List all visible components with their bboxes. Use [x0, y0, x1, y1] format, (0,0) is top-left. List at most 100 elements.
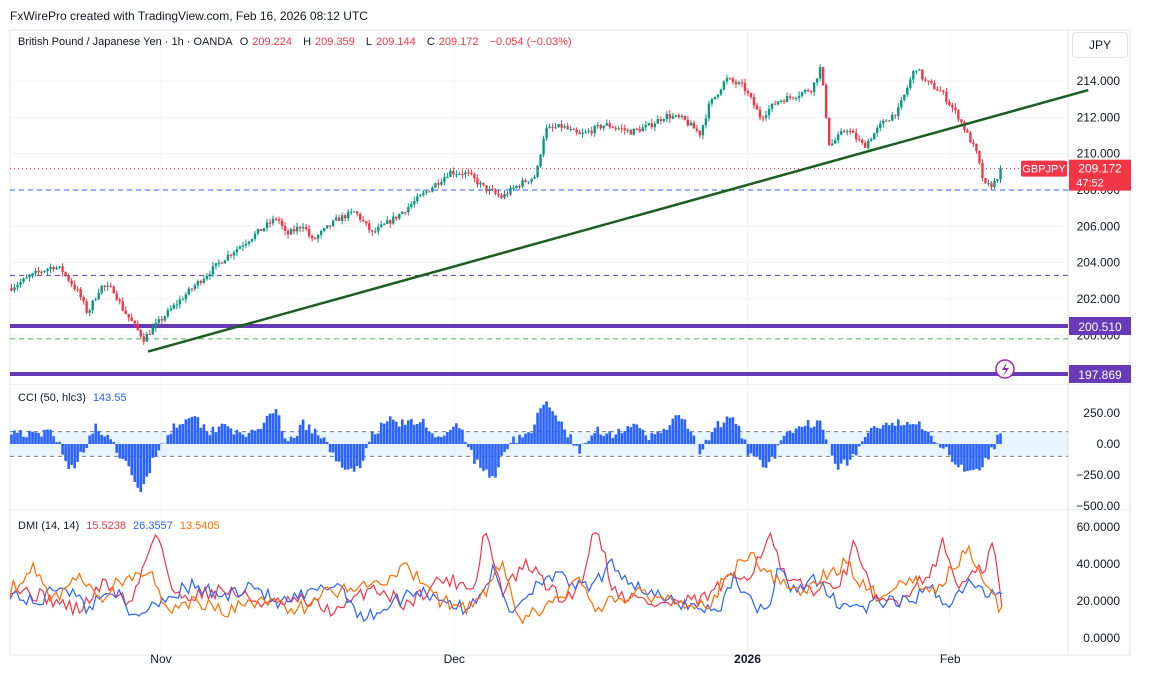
candle-body — [440, 181, 443, 185]
cci-bar — [422, 418, 425, 444]
cci-bar — [277, 415, 281, 444]
candle-body — [121, 301, 124, 311]
cci-bar — [467, 444, 470, 448]
candle-body — [773, 103, 777, 105]
trendline[interactable] — [147, 88, 1089, 353]
candle-body — [518, 185, 521, 187]
cci-bar — [82, 444, 85, 453]
cci-bar — [924, 430, 927, 444]
cci-bar — [25, 437, 28, 444]
candle-body — [680, 115, 684, 118]
candle-body — [133, 320, 136, 324]
candle-body — [638, 128, 641, 132]
symbol-legend[interactable]: British Pound / Japanese Yen · 1h · OAND… — [18, 36, 576, 48]
cci-bar — [912, 424, 915, 444]
cci-bar — [494, 444, 497, 478]
cci-bar — [915, 424, 918, 444]
cci-bar — [500, 444, 503, 456]
candle-body — [602, 125, 605, 129]
cci-bar — [575, 444, 578, 446]
cci-bar — [455, 423, 458, 444]
flash-alert-icon[interactable] — [995, 359, 1015, 379]
candle-body — [331, 220, 335, 227]
candle-body — [154, 322, 157, 328]
candle-body — [903, 94, 906, 101]
candle-body — [725, 78, 729, 82]
candle-body — [377, 227, 380, 232]
candle-body — [996, 179, 999, 181]
candle-body — [181, 299, 185, 301]
cci-bar — [851, 444, 855, 454]
candle-body — [349, 211, 353, 213]
time-axis-label: 2026 — [734, 652, 761, 666]
cci-bar — [214, 432, 218, 444]
cci-bar — [533, 424, 536, 444]
cci-bar — [942, 444, 945, 449]
cci-legend[interactable]: CCI (50, hlc3) 143.55 — [18, 392, 131, 404]
cci-bar — [521, 437, 524, 444]
candle-body — [707, 103, 711, 119]
cci-bar — [301, 419, 305, 444]
price-axis-label: 214.000 — [1077, 74, 1121, 88]
cci-bar — [909, 424, 912, 444]
cci-bar — [157, 444, 161, 451]
cci-bar — [930, 435, 933, 444]
dmi-legend[interactable]: DMI (14, 14) 15.5238 26.3557 13.5405 — [18, 520, 224, 532]
candle-body — [719, 89, 723, 95]
cci-bar — [76, 444, 79, 462]
candle-body — [924, 79, 927, 81]
cci-bar — [16, 432, 19, 444]
level-price-tag-text: 197.869 — [1078, 368, 1122, 382]
cci-bar — [322, 437, 326, 444]
candle-body — [148, 334, 151, 336]
candle-body — [202, 278, 206, 283]
candle-body — [848, 130, 852, 132]
candle-body — [371, 230, 374, 232]
cci-bar — [785, 432, 789, 444]
cci-bar — [545, 401, 548, 444]
cci-bar — [963, 444, 966, 472]
candle-body — [277, 219, 281, 221]
candle-body — [569, 128, 572, 130]
cci-bar — [58, 441, 61, 444]
cci-bar — [28, 430, 31, 444]
cci-bar — [376, 433, 380, 444]
candle-body — [779, 100, 783, 102]
candle-body — [530, 178, 533, 182]
candle-body — [97, 292, 100, 300]
cci-bar — [710, 432, 714, 444]
dmi-axis-label: 20.0000 — [1077, 594, 1121, 608]
candle-body — [623, 128, 626, 131]
candle-body — [425, 191, 428, 193]
candle-body — [455, 174, 458, 176]
candle-body — [368, 223, 371, 231]
candle-body — [563, 126, 566, 128]
ticker-tag — [1021, 160, 1067, 177]
cci-bar — [557, 421, 560, 444]
cci-bar — [524, 433, 527, 444]
candle-body — [214, 263, 218, 267]
cci-bar — [656, 431, 660, 444]
candle-body — [392, 216, 395, 224]
cci-bar — [226, 426, 230, 444]
candle-body — [761, 117, 765, 119]
candle-body — [443, 177, 446, 182]
currency-button[interactable]: JPY — [1072, 32, 1128, 58]
cci-bar — [175, 427, 179, 444]
candle-body — [876, 127, 879, 134]
candle-body — [882, 120, 885, 124]
cci-value: 143.55 — [92, 392, 127, 404]
cci-bar — [527, 432, 530, 444]
candle-body — [37, 271, 40, 273]
cci-bar — [954, 444, 957, 465]
candle-body — [945, 91, 948, 102]
dmi-axis-label: 40.0000 — [1077, 557, 1121, 571]
candle-body — [449, 170, 452, 178]
candle-body — [10, 288, 13, 291]
cci-bar — [431, 433, 434, 444]
cci-bar — [716, 421, 720, 444]
cci-bar — [434, 437, 437, 444]
candle-body — [410, 204, 413, 208]
cci-bar — [969, 444, 972, 471]
